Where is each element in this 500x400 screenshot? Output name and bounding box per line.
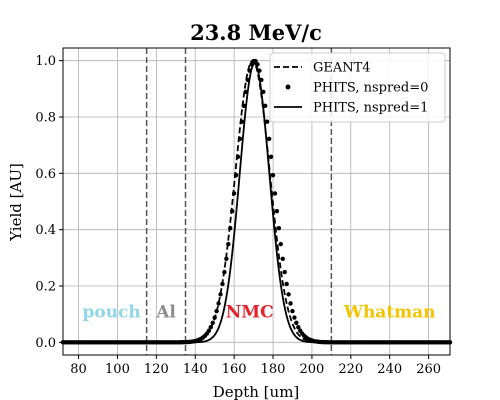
region-labels: pouch Al NMC Whatman	[82, 302, 435, 322]
data-point	[270, 172, 276, 178]
data-point	[286, 292, 291, 297]
x-tick-label: 260	[416, 362, 441, 377]
x-tick-label: 240	[377, 362, 402, 377]
x-tick-label: 180	[261, 362, 286, 377]
data-point	[296, 325, 301, 330]
data-point	[268, 154, 274, 160]
y-tick-label: 0.4	[35, 223, 56, 238]
data-point	[208, 325, 213, 330]
data-point	[280, 256, 285, 261]
data-point	[224, 256, 229, 261]
chart-title: 23.8 MeV/c	[190, 20, 322, 45]
region-label: NMC	[226, 302, 274, 322]
data-point	[282, 269, 287, 275]
data-point	[210, 320, 215, 326]
series-phits-nspred-1	[63, 62, 450, 344]
plot-data	[60, 58, 453, 345]
legend: GEANT4 PHITS, nspred=0 PHITS, nspred=1	[269, 52, 446, 123]
data-point	[241, 103, 247, 109]
y-tick-label: 1.0	[35, 54, 56, 69]
data-point	[253, 58, 258, 64]
data-point	[263, 103, 268, 109]
data-point	[222, 269, 227, 275]
layer-boundaries	[145, 48, 333, 355]
data-point	[239, 119, 245, 124]
data-point	[266, 136, 272, 142]
region-label: pouch	[82, 302, 140, 322]
data-point	[214, 308, 219, 314]
data-point	[290, 308, 295, 314]
data-point	[233, 172, 239, 178]
data-point	[231, 191, 237, 196]
legend-label: PHITS, nspred=1	[313, 101, 428, 116]
data-point	[235, 154, 241, 160]
axis-ticks: 80 100 120 140 160 180 200 220 240 260 0.0 0.2 0.4 0.…	[35, 54, 441, 377]
data-point	[274, 209, 280, 214]
x-axis-label: Depth [um]	[213, 383, 300, 400]
legend-label: GEANT4	[313, 61, 371, 76]
data-point	[294, 320, 299, 326]
data-point	[276, 225, 282, 231]
x-tick-label: 200	[300, 362, 325, 377]
legend-marker	[285, 84, 291, 90]
data-point	[226, 241, 231, 247]
region-label: Al	[155, 302, 176, 322]
y-axis-label: Yield [AU]	[7, 163, 25, 242]
y-tick-label: 0.8	[35, 111, 56, 126]
data-point	[284, 281, 289, 287]
data-point	[264, 119, 270, 124]
legend-label: PHITS, nspred=0	[313, 81, 428, 96]
x-tick-label: 100	[105, 362, 130, 377]
legend-box	[269, 52, 446, 123]
y-tick-label: 0.2	[35, 279, 56, 294]
plot-frame	[62, 47, 451, 356]
y-tick-label: 0.6	[35, 167, 56, 182]
data-point	[237, 136, 243, 142]
x-tick-label: 160	[222, 362, 247, 377]
data-point	[218, 292, 223, 297]
data-point	[212, 315, 217, 320]
data-point	[228, 225, 233, 231]
data-point	[278, 241, 284, 247]
x-tick-label: 140	[183, 362, 208, 377]
x-tick-label: 120	[144, 362, 169, 377]
data-point	[216, 301, 221, 306]
x-tick-label: 80	[70, 362, 87, 377]
data-point	[272, 191, 278, 196]
data-point	[229, 209, 235, 214]
x-tick-label: 220	[338, 362, 363, 377]
data-point	[220, 281, 225, 287]
region-label: Whatman	[343, 302, 436, 322]
data-point	[292, 315, 297, 320]
data-point	[288, 301, 293, 306]
data-point	[206, 328, 212, 333]
y-tick-label: 0.0	[35, 336, 56, 351]
